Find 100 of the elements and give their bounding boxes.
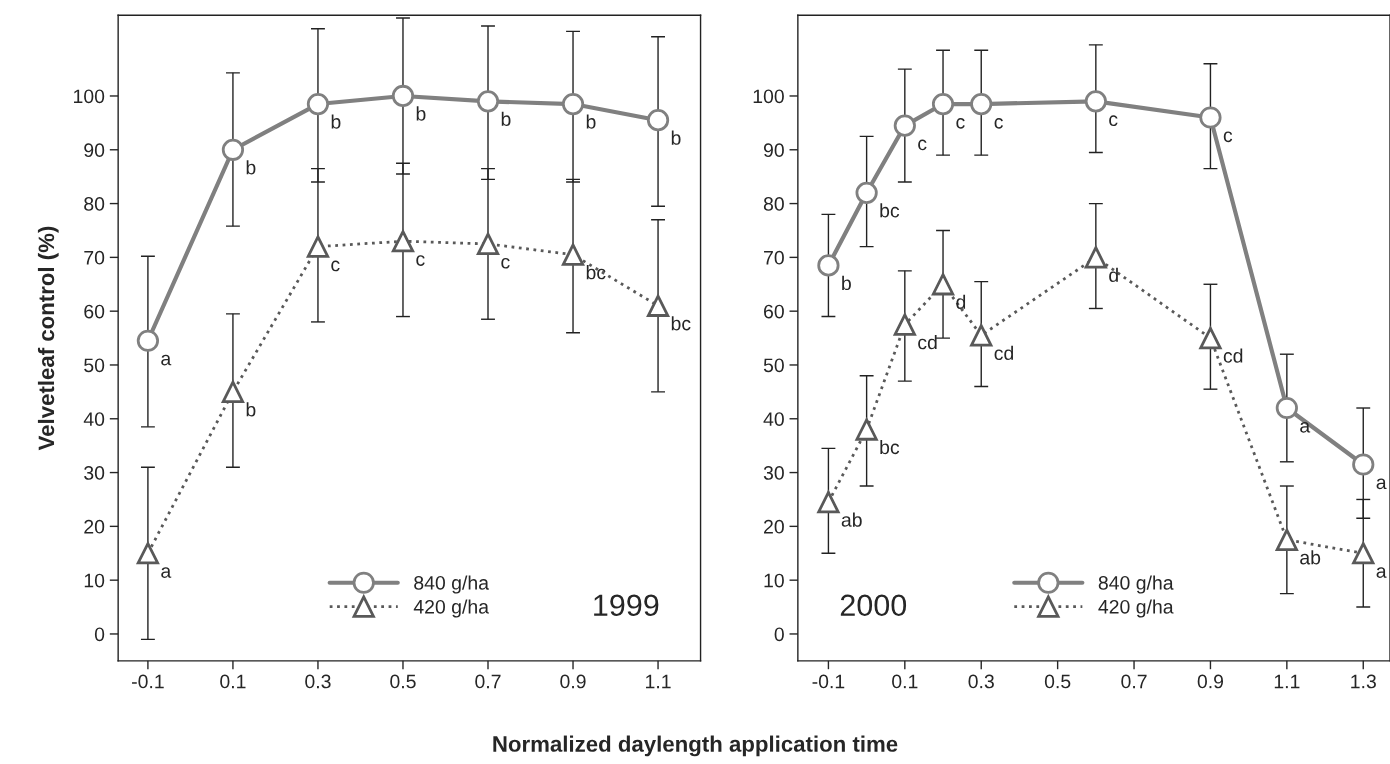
legend-label: 420 g/ha [413, 599, 490, 618]
point [1084, 246, 1107, 269]
x-tick-label: -0.1 [132, 674, 164, 689]
legend-label: 840 g/ha [1098, 575, 1174, 594]
x-tick-label: 0.7 [475, 674, 501, 689]
annotation: b [246, 160, 256, 175]
annotation: a [1300, 422, 1311, 433]
y-axis-title: Velvetleaf control (%) [37, 226, 59, 451]
y-tick-label: 30 [763, 466, 784, 480]
annotation: c [501, 257, 510, 269]
annotation: c [331, 260, 340, 272]
point [1084, 90, 1107, 113]
x-tick-label: 0.9 [560, 674, 586, 689]
point [893, 114, 916, 137]
legend-label: 840 g/ha [414, 575, 490, 594]
annotation: c [918, 139, 927, 151]
annotation: b [331, 114, 341, 129]
y-tick-label: 90 [763, 143, 784, 158]
point [561, 243, 585, 266]
point [476, 90, 500, 113]
point [221, 138, 245, 161]
annotation: b [671, 130, 681, 145]
annotation: b [246, 402, 256, 417]
point [221, 380, 245, 403]
point [561, 92, 585, 116]
annotation: cd [994, 345, 1014, 361]
point [136, 329, 160, 352]
y-tick-label: 60 [764, 304, 784, 319]
y-tick-label: 0 [94, 627, 105, 642]
point [1275, 396, 1298, 420]
annotation: bc [880, 203, 900, 218]
annotation: 1999 [594, 594, 659, 617]
y-tick-label: 60 [84, 304, 105, 319]
point [1199, 106, 1222, 129]
x-tick-label: 1.1 [646, 674, 671, 689]
x-tick-label: 0.7 [1121, 674, 1147, 689]
x-tick-label: 0.3 [305, 674, 331, 689]
y-tick-label: 0 [774, 627, 784, 642]
point [970, 92, 993, 116]
y-tick-label: 40 [763, 412, 784, 426]
x-axis-title: Normalized daylength application time [493, 735, 898, 757]
y-tick-label: 80 [763, 197, 784, 211]
x-tick-label: -0.1 [812, 674, 845, 689]
annotation: b [416, 106, 426, 121]
point [1199, 326, 1222, 350]
point [476, 232, 500, 256]
y-tick-label: 20 [764, 519, 784, 534]
x-tick-label: 0.9 [1197, 674, 1224, 689]
annotation: a [1376, 567, 1387, 578]
point [306, 235, 330, 258]
point [1275, 528, 1298, 551]
annotation: b [586, 114, 596, 129]
y-tick-label: 70 [764, 250, 784, 265]
x-tick-label: 1.1 [1274, 674, 1300, 689]
annotation: bc [586, 265, 606, 280]
annotation: c [1223, 131, 1233, 143]
x-tick-label: 0.1 [892, 674, 918, 689]
annotation: d [1109, 267, 1118, 283]
annotation: cd [1223, 348, 1243, 363]
annotation: b [501, 111, 511, 127]
y-tick-label: 80 [84, 197, 105, 211]
annotation: a [161, 567, 172, 578]
y-tick-label: 40 [83, 412, 105, 426]
y-tick-label: 20 [84, 519, 105, 534]
annotation: c [1109, 115, 1118, 127]
point [893, 313, 916, 336]
point [931, 273, 955, 296]
annotation: b [842, 275, 851, 291]
point [817, 254, 840, 277]
point [1352, 542, 1375, 565]
y-tick-label: 30 [84, 466, 105, 480]
x-tick-label: 0.1 [220, 674, 246, 689]
point [970, 324, 993, 347]
y-tick-label: 70 [84, 250, 105, 265]
point [817, 491, 840, 514]
x-tick-label: 1.3 [1351, 674, 1376, 689]
annotation: c [416, 255, 425, 266]
annotation: c [994, 118, 1003, 129]
annotation: ab [1300, 550, 1321, 565]
annotation: 2000 [840, 594, 907, 617]
x-tick-label: 0.5 [390, 674, 416, 689]
y-tick-label: 10 [764, 573, 784, 588]
y-tick-label: 100 [74, 89, 105, 104]
point [931, 92, 955, 116]
annotation: c [956, 118, 965, 129]
point [646, 294, 670, 317]
y-tick-label: 90 [84, 143, 105, 158]
annotation: bc [671, 316, 691, 331]
annotation: cd [918, 335, 937, 350]
y-tick-label: 10 [84, 573, 105, 588]
annotation: ab [841, 512, 862, 527]
annotation: d [956, 294, 966, 309]
point [1352, 453, 1375, 476]
y-tick-label: 50 [763, 358, 784, 373]
annotation: a [161, 354, 172, 366]
point [391, 230, 415, 253]
y-tick-label: 100 [753, 89, 784, 104]
x-tick-label: 0.5 [1044, 674, 1071, 689]
legend-label: 420 g/ha [1098, 599, 1174, 618]
annotation: bc [880, 439, 900, 455]
